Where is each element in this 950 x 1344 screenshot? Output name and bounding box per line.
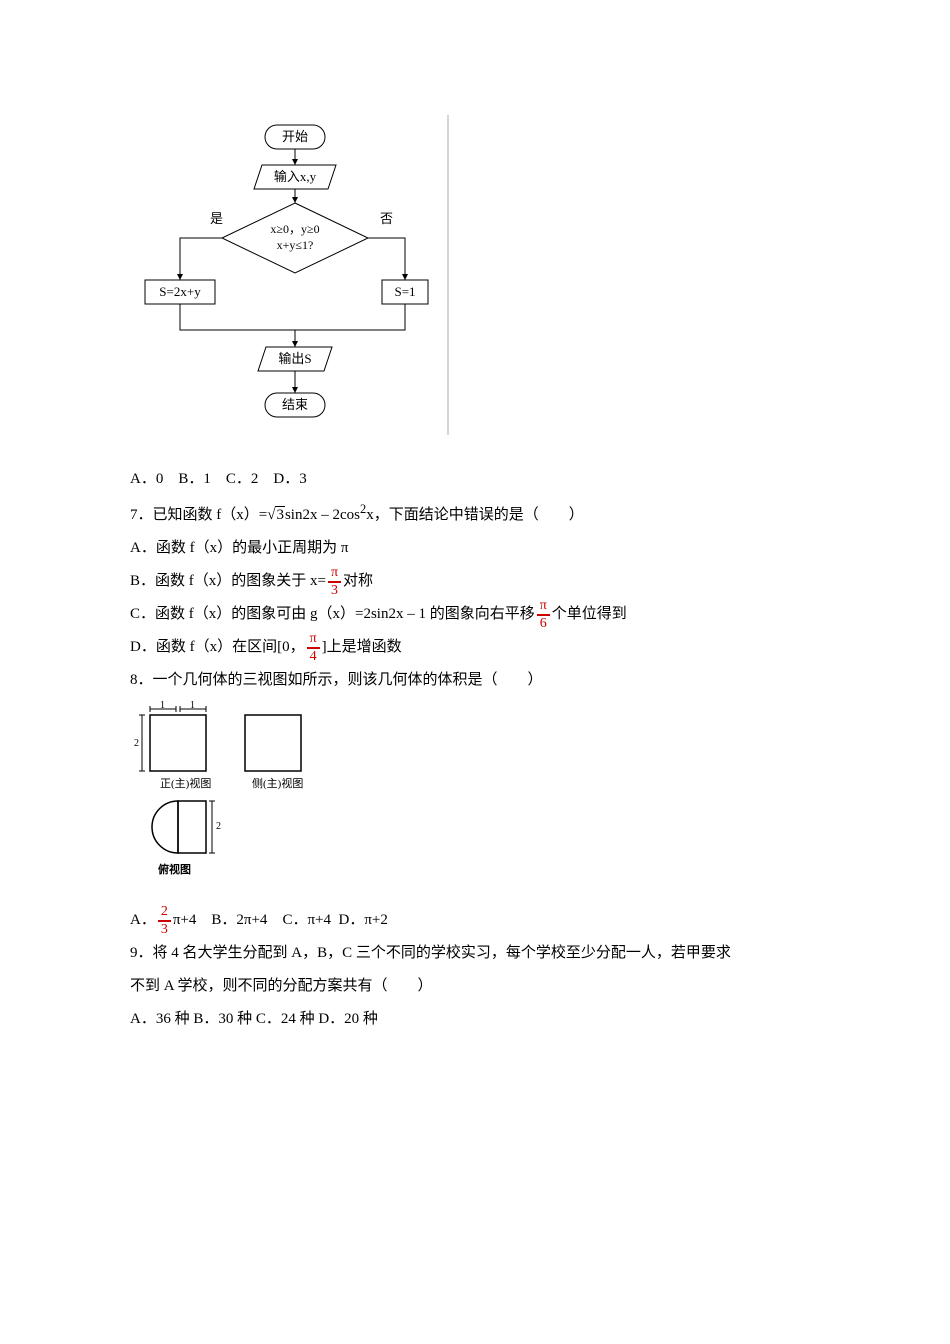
q8-b: B．2π+4	[211, 912, 267, 928]
frac-pi6-num: π	[537, 598, 550, 615]
q7-c-pre: C．函数 f（x）的图象可由 g（x）=2sin2x – 1 的图象向右平移	[130, 606, 535, 622]
fc-end: 结束	[282, 397, 308, 412]
q6-flowchart: 开始 输入x,y x≥0，y≥0 x+y≤1? 是 否 S=2x+y S=1 输…	[140, 110, 450, 440]
q6-c: 2	[251, 471, 259, 487]
fc-output: 输出S	[278, 351, 311, 366]
exam-page: 开始 输入x,y x≥0，y≥0 x+y≤1? 是 否 S=2x+y S=1 输…	[0, 0, 950, 1344]
q6-a: 0	[156, 471, 164, 487]
fc-input: 输入x,y	[274, 169, 317, 184]
fc-yes-label: 是	[210, 211, 223, 226]
q8-choices: A．23π+4 B．2π+4 C．π+4 D．π+2	[130, 904, 820, 937]
fc-start: 开始	[282, 129, 308, 144]
frac-pi3-num: π	[328, 565, 341, 582]
q7-b-post: 对称	[343, 573, 373, 589]
q6-choices: A．0 B．1 C．2 D．3	[130, 463, 820, 496]
q8-c: C．π+4	[282, 912, 331, 928]
q9-l2: 不到 A 学校，则不同的分配方案共有（ ）	[130, 970, 820, 1003]
q7-d-post: ]上是增函数	[322, 639, 402, 655]
fc-s1: S=2x+y	[159, 284, 201, 299]
fc-cond1: x≥0，y≥0	[270, 222, 319, 236]
q6-d: 3	[299, 471, 307, 487]
q8-stem: 8．一个几何体的三视图如所示，则该几何体的体积是（ ）	[130, 664, 820, 697]
top-view-label: 俯视图	[158, 862, 191, 876]
q7-b: B．函数 f（x）的图象关于 x=π3对称	[130, 565, 820, 598]
fc-cond2: x+y≤1?	[277, 238, 314, 252]
q7-d: D．函数 f（x）在区间[0，π4]上是增函数	[130, 631, 820, 664]
fv-dim1: 1	[160, 701, 165, 711]
side-view-label: 侧(主)视图	[252, 776, 303, 790]
q8-a-post: π+4	[173, 912, 197, 928]
q7-c: C．函数 f（x）的图象可由 g（x）=2sin2x – 1 的图象向右平移π6…	[130, 598, 820, 631]
q7-stem-suf: x，下面结论中错误的是（ ）	[366, 507, 584, 523]
q7-stem: 7．已知函数 f（x）=√3sin2x – 2cos2x，下面结论中错误的是（ …	[130, 496, 820, 532]
tv-dim2: 2	[216, 821, 221, 832]
q7-d-pre: D．函数 f（x）在区间[0，	[130, 639, 305, 655]
fc-no-label: 否	[380, 211, 393, 226]
q9-l1: 9．将 4 名大学生分配到 A，B，C 三个不同的学校实习，每个学校至少分配一人…	[130, 937, 820, 970]
fc-s2: S=1	[394, 284, 415, 299]
q7-stem-mid: sin2x – 2cos	[285, 507, 360, 523]
q9-choices: A．36 种 B．30 种 C．24 种 D．20 种	[130, 1003, 820, 1036]
frac-pi4-den: 4	[307, 649, 320, 664]
q7-stem-pre: 7．已知函数 f（x）=	[130, 507, 267, 523]
q7-a: A．函数 f（x）的最小正周期为 π	[130, 532, 820, 565]
q8-d: D．π+2	[338, 912, 387, 928]
frac-pi3-den: 3	[328, 583, 341, 598]
fv-dim2: 1	[190, 701, 195, 711]
frac-pi6-den: 6	[537, 616, 550, 631]
frac-23-num: 2	[158, 904, 171, 921]
frac-pi4-num: π	[307, 631, 320, 648]
q7-c-post: 个单位得到	[552, 606, 627, 622]
fv-dimh: 2	[134, 738, 139, 749]
q8-three-views: 1 1 2 正(主)视图 侧(主)视图 2	[130, 701, 330, 891]
q7-b-pre: B．函数 f（x）的图象关于 x=	[130, 573, 326, 589]
frac-23-den: 3	[158, 922, 171, 937]
q6-b: 1	[203, 471, 211, 487]
front-view-label: 正(主)视图	[160, 776, 211, 790]
q8-a-pre: A．	[130, 912, 156, 928]
